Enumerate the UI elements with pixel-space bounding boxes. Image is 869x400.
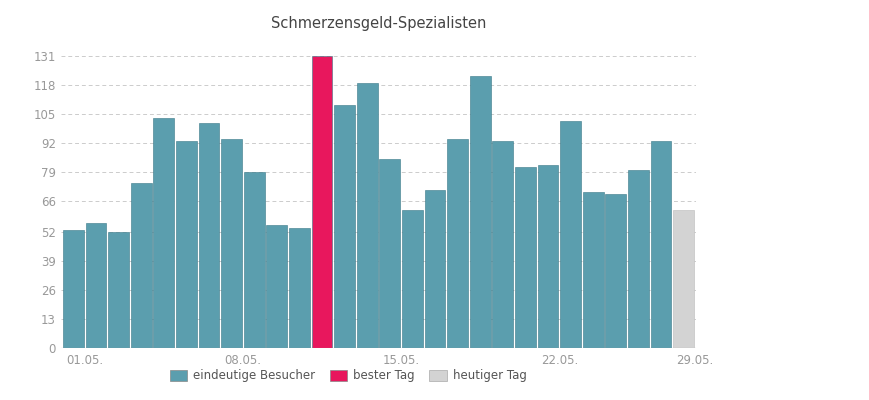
Bar [514,168,535,348]
Bar [311,56,332,348]
Bar [334,105,355,348]
Bar [492,141,513,348]
Bar [108,232,129,348]
Bar [560,121,580,348]
Bar [605,194,626,348]
Bar [221,138,242,348]
Bar [469,76,490,348]
Bar [153,118,174,348]
Bar [627,170,648,348]
Bar [673,210,693,348]
Bar [379,158,400,348]
Bar [266,226,287,348]
Bar [356,83,377,348]
Title: Schmerzensgeld-Spezialisten: Schmerzensgeld-Spezialisten [270,16,486,31]
Bar [424,190,445,348]
Bar [130,183,151,348]
Bar [537,165,558,348]
Bar [243,172,264,348]
Bar [582,192,603,348]
Bar [447,138,468,348]
Bar [63,230,83,348]
Bar [289,228,309,348]
Bar [401,210,422,348]
Legend: eindeutige Besucher, bester Tag, heutiger Tag: eindeutige Besucher, bester Tag, heutige… [165,365,530,387]
Bar [198,123,219,348]
Bar [176,141,196,348]
Bar [85,223,106,348]
Bar [650,141,671,348]
